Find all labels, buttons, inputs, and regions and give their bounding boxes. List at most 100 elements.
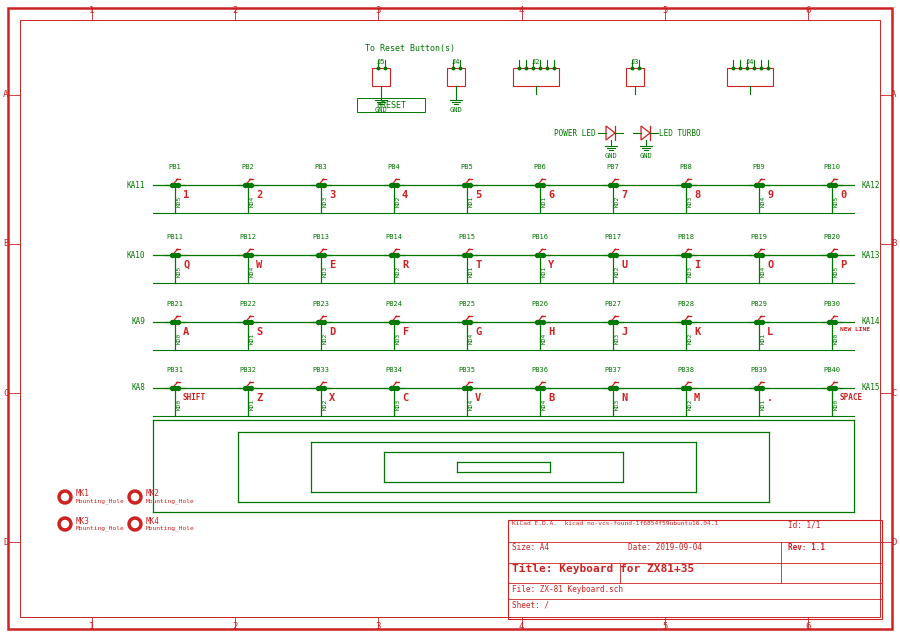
- Text: Title: Keyboard for ZX81+35: Title: Keyboard for ZX81+35: [512, 564, 694, 573]
- Text: PB15: PB15: [458, 234, 475, 240]
- Text: 1: 1: [89, 6, 94, 15]
- Text: KiCad E.D.A.  kicad no-vcs-found-1f6854f59ubuntu16.04.1: KiCad E.D.A. kicad no-vcs-found-1f6854f5…: [512, 521, 718, 526]
- Text: PB20: PB20: [824, 234, 841, 240]
- Text: KD0: KD0: [834, 398, 839, 410]
- Text: R: R: [402, 260, 409, 270]
- Bar: [447, 68, 465, 86]
- Text: 5: 5: [475, 190, 482, 200]
- Text: 7: 7: [621, 190, 627, 200]
- Text: D: D: [4, 538, 9, 547]
- Text: A: A: [183, 327, 189, 337]
- Text: Date: 2019-09-04: Date: 2019-09-04: [627, 543, 702, 552]
- Text: PB10: PB10: [824, 164, 841, 170]
- Text: 2: 2: [232, 622, 238, 631]
- Text: 4: 4: [519, 6, 525, 15]
- Text: KD3: KD3: [615, 333, 620, 343]
- Text: Z: Z: [256, 393, 262, 403]
- Text: PB2: PB2: [241, 164, 255, 170]
- Text: PB19: PB19: [751, 234, 768, 240]
- Text: KD5: KD5: [177, 266, 182, 276]
- Text: KD5: KD5: [834, 196, 839, 206]
- Text: 2: 2: [256, 190, 262, 200]
- Text: KD3: KD3: [323, 196, 328, 206]
- Text: PB21: PB21: [166, 301, 184, 307]
- Text: KA13: KA13: [862, 250, 880, 259]
- Text: NEW LINE: NEW LINE: [840, 327, 870, 332]
- Text: KD2: KD2: [615, 196, 620, 206]
- Text: GND: GND: [374, 107, 387, 113]
- Bar: [626, 68, 644, 86]
- Text: 3: 3: [375, 622, 381, 631]
- Text: KD1: KD1: [542, 196, 547, 206]
- Text: KD1: KD1: [250, 398, 255, 410]
- Text: GND: GND: [450, 107, 463, 113]
- Text: PB5: PB5: [461, 164, 473, 170]
- Bar: [727, 68, 773, 86]
- Text: K: K: [694, 327, 700, 337]
- Text: Mounting_Hole: Mounting_Hole: [76, 525, 125, 531]
- Text: KD0: KD0: [834, 333, 839, 343]
- Text: J5: J5: [377, 59, 385, 65]
- Text: L: L: [767, 327, 773, 337]
- Text: KD2: KD2: [396, 196, 401, 206]
- Text: 3: 3: [375, 6, 381, 15]
- Text: KD2: KD2: [323, 333, 328, 343]
- Text: MK1: MK1: [76, 489, 90, 499]
- Text: KD1: KD1: [542, 266, 547, 276]
- Text: PB32: PB32: [239, 367, 256, 373]
- Text: PB3: PB3: [315, 164, 328, 170]
- Text: 3: 3: [329, 190, 335, 200]
- Text: 4: 4: [402, 190, 409, 200]
- Text: PB36: PB36: [532, 367, 548, 373]
- Text: PB26: PB26: [532, 301, 548, 307]
- Text: nRESET: nRESET: [376, 101, 406, 110]
- Text: 1: 1: [89, 622, 94, 631]
- Text: GND: GND: [605, 153, 617, 159]
- Bar: [508, 520, 882, 619]
- Text: 5: 5: [662, 6, 668, 15]
- Text: KD3: KD3: [323, 266, 328, 276]
- Text: PB23: PB23: [312, 301, 329, 307]
- Text: 4: 4: [519, 622, 525, 631]
- Circle shape: [131, 494, 139, 501]
- Text: KD4: KD4: [250, 266, 255, 276]
- Text: KD0: KD0: [177, 333, 182, 343]
- Text: PB6: PB6: [534, 164, 546, 170]
- Text: T: T: [475, 260, 482, 270]
- Text: PB24: PB24: [385, 301, 402, 307]
- Text: PB7: PB7: [607, 164, 619, 170]
- Text: KD4: KD4: [761, 196, 766, 206]
- Bar: [357, 98, 425, 112]
- Text: J3: J3: [631, 59, 639, 65]
- Text: KD4: KD4: [542, 398, 547, 410]
- Text: File: ZX-81 Keyboard.sch: File: ZX-81 Keyboard.sch: [512, 585, 623, 594]
- Text: 8: 8: [694, 190, 700, 200]
- Text: X: X: [329, 393, 335, 403]
- Text: KD4: KD4: [250, 196, 255, 206]
- Text: N: N: [621, 393, 627, 403]
- Circle shape: [58, 490, 72, 504]
- Text: Mounting_Hole: Mounting_Hole: [146, 525, 194, 531]
- Text: LED TURBO: LED TURBO: [659, 129, 700, 138]
- Text: PB4: PB4: [388, 164, 400, 170]
- Text: B: B: [4, 240, 9, 248]
- Text: PB11: PB11: [166, 234, 184, 240]
- Circle shape: [58, 517, 72, 531]
- Text: PB38: PB38: [678, 367, 695, 373]
- Text: KA9: KA9: [131, 317, 145, 327]
- Text: Mounting_Hole: Mounting_Hole: [76, 498, 125, 504]
- Text: SHIFT: SHIFT: [183, 393, 206, 402]
- Bar: [513, 68, 559, 86]
- Text: Rev: 1.1: Rev: 1.1: [788, 543, 825, 552]
- Text: J2: J2: [532, 59, 540, 65]
- Text: KA12: KA12: [862, 180, 880, 189]
- Text: J: J: [621, 327, 627, 337]
- Text: F: F: [402, 327, 409, 337]
- Text: H: H: [548, 327, 554, 337]
- Text: A: A: [4, 90, 9, 99]
- Text: KD1: KD1: [761, 398, 766, 410]
- Text: PB9: PB9: [752, 164, 765, 170]
- Text: KD0: KD0: [177, 398, 182, 410]
- Text: 0: 0: [840, 190, 846, 200]
- Text: PB12: PB12: [239, 234, 256, 240]
